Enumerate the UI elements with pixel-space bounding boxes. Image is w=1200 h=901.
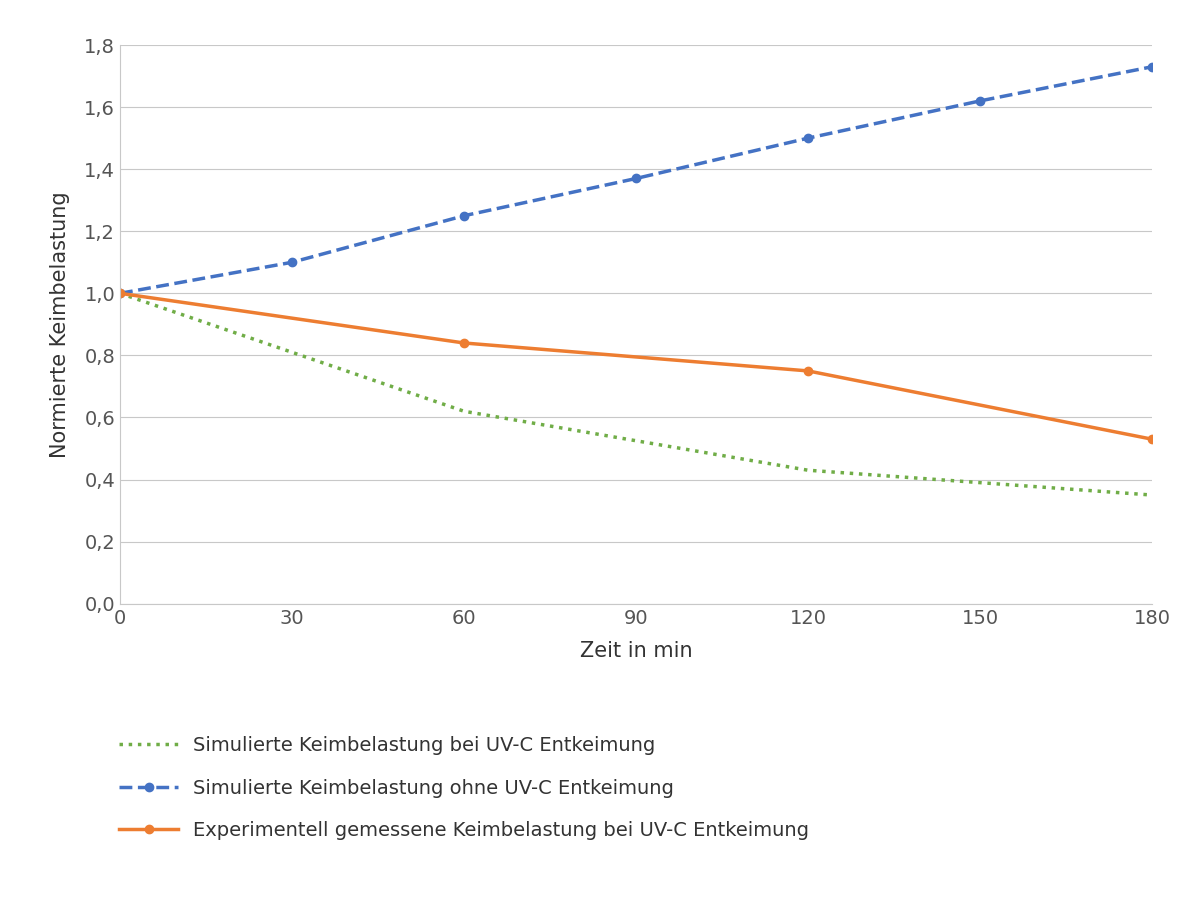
Legend: Simulierte Keimbelastung bei UV-C Entkeimung, Simulierte Keimbelastung ohne UV-C: Simulierte Keimbelastung bei UV-C Entkei…	[120, 736, 809, 840]
Y-axis label: Normierte Keimbelastung: Normierte Keimbelastung	[50, 191, 71, 458]
X-axis label: Zeit in min: Zeit in min	[580, 642, 692, 661]
